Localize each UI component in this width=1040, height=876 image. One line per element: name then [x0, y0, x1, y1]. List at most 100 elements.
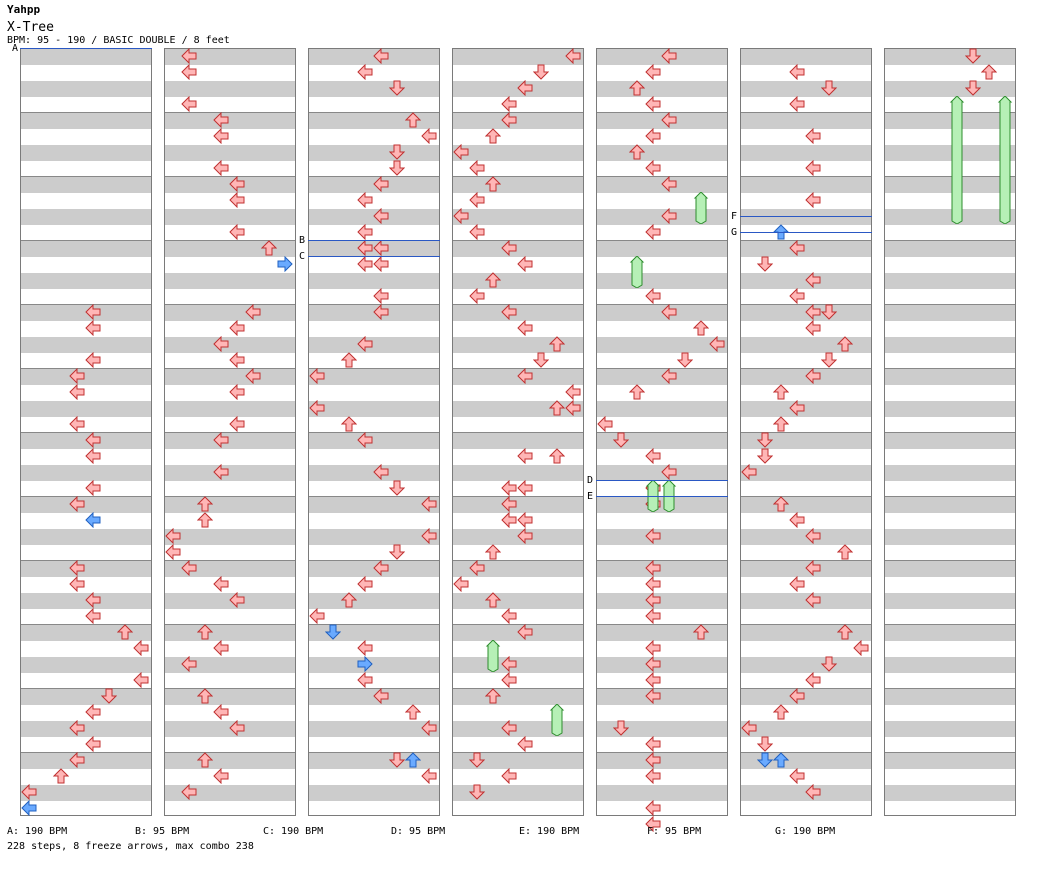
- measure-line: [597, 240, 727, 241]
- step-arrow-left-icon: [373, 688, 389, 704]
- step-arrow-left-icon: [85, 352, 101, 368]
- step-arrow-left-icon: [789, 400, 805, 416]
- step-arrow-left-icon: [421, 496, 437, 512]
- step-arrow-left-icon: [645, 96, 661, 112]
- step-arrow-left-icon: [501, 672, 517, 688]
- measure-column: [452, 48, 584, 816]
- measure-column: [740, 48, 872, 816]
- step-arrow-left-icon: [357, 256, 373, 272]
- step-arrow-left-icon: [373, 256, 389, 272]
- legend-e: E: 190 BPM: [519, 826, 580, 837]
- step-arrow-left-icon: [661, 48, 677, 64]
- step-arrow-left-icon: [517, 528, 533, 544]
- step-arrow-left-icon: [645, 560, 661, 576]
- step-arrow-left-icon: [645, 448, 661, 464]
- step-arrow-up-icon: [485, 176, 501, 192]
- step-arrow-left-icon: [213, 336, 229, 352]
- step-arrow-up-icon: [693, 624, 709, 640]
- step-arrow-up-icon: [485, 544, 501, 560]
- measure-line: [309, 496, 439, 497]
- measure-column: [596, 48, 728, 816]
- freeze-arrow-icon: [693, 192, 709, 224]
- step-arrow-left-icon: [517, 80, 533, 96]
- shock-arrow-down-icon: [757, 752, 773, 768]
- bpm-change-line: [596, 480, 728, 481]
- step-arrow-left-icon: [213, 128, 229, 144]
- step-arrow-up-icon: [197, 688, 213, 704]
- measure-line: [885, 176, 1015, 177]
- measure-line: [597, 624, 727, 625]
- step-arrow-up-icon: [693, 320, 709, 336]
- step-arrow-left-icon: [181, 96, 197, 112]
- step-arrow-left-icon: [645, 656, 661, 672]
- step-arrow-left-icon: [789, 576, 805, 592]
- measure-line: [597, 688, 727, 689]
- step-arrow-up-icon: [485, 128, 501, 144]
- step-arrow-left-icon: [373, 240, 389, 256]
- step-arrow-left-icon: [309, 368, 325, 384]
- measure-line: [597, 560, 727, 561]
- measure-line: [741, 240, 871, 241]
- step-arrow-up-icon: [341, 416, 357, 432]
- step-arrow-left-icon: [373, 48, 389, 64]
- bpm-change-line: [308, 240, 440, 241]
- step-arrow-up-icon: [773, 384, 789, 400]
- step-arrow-up-icon: [53, 768, 69, 784]
- step-arrow-left-icon: [69, 496, 85, 512]
- measure-column: [308, 48, 440, 816]
- measure-line: [885, 688, 1015, 689]
- step-arrow-left-icon: [645, 640, 661, 656]
- step-arrow-down-icon: [389, 80, 405, 96]
- step-arrow-left-icon: [453, 576, 469, 592]
- step-arrow-down-icon: [757, 256, 773, 272]
- measure-line: [597, 176, 727, 177]
- step-arrow-left-icon: [661, 304, 677, 320]
- step-arrow-left-icon: [357, 192, 373, 208]
- measure-line: [21, 304, 151, 305]
- bpm-change-line: [740, 232, 872, 233]
- measure-line: [453, 688, 583, 689]
- step-arrow-left-icon: [133, 672, 149, 688]
- step-arrow-up-icon: [629, 384, 645, 400]
- step-arrow-up-icon: [261, 240, 277, 256]
- step-arrow-up-icon: [773, 496, 789, 512]
- measure-line: [741, 368, 871, 369]
- step-arrow-down-icon: [533, 352, 549, 368]
- step-arrow-left-icon: [517, 368, 533, 384]
- step-arrow-left-icon: [805, 592, 821, 608]
- step-arrow-left-icon: [469, 160, 485, 176]
- bpm-change-label: C: [299, 251, 306, 262]
- step-arrow-left-icon: [805, 320, 821, 336]
- step-arrow-left-icon: [181, 64, 197, 80]
- step-arrow-down-icon: [101, 688, 117, 704]
- step-arrow-left-icon: [645, 608, 661, 624]
- step-arrow-left-icon: [805, 272, 821, 288]
- step-arrow-left-icon: [229, 384, 245, 400]
- step-arrow-left-icon: [165, 528, 181, 544]
- measure-line: [165, 368, 295, 369]
- step-arrow-down-icon: [389, 480, 405, 496]
- step-arrow-left-icon: [501, 96, 517, 112]
- measure-line: [597, 112, 727, 113]
- step-arrow-left-icon: [69, 416, 85, 432]
- step-arrow-left-icon: [709, 336, 725, 352]
- step-arrow-left-icon: [85, 320, 101, 336]
- shock-arrow-up-icon: [773, 752, 789, 768]
- step-arrow-left-icon: [517, 624, 533, 640]
- step-arrow-left-icon: [501, 496, 517, 512]
- step-arrow-left-icon: [69, 752, 85, 768]
- shock-arrow-left-icon: [21, 800, 37, 816]
- step-arrow-left-icon: [645, 736, 661, 752]
- measure-line: [453, 432, 583, 433]
- step-arrow-down-icon: [613, 720, 629, 736]
- step-arrow-up-icon: [341, 352, 357, 368]
- step-arrow-left-icon: [517, 512, 533, 528]
- step-arrow-left-icon: [501, 112, 517, 128]
- step-arrow-left-icon: [85, 704, 101, 720]
- step-arrow-left-icon: [21, 784, 37, 800]
- step-arrow-left-icon: [69, 560, 85, 576]
- freeze-arrow-icon: [629, 256, 645, 288]
- step-arrow-left-icon: [565, 400, 581, 416]
- shock-arrow-right-icon: [277, 256, 293, 272]
- measure-line: [165, 304, 295, 305]
